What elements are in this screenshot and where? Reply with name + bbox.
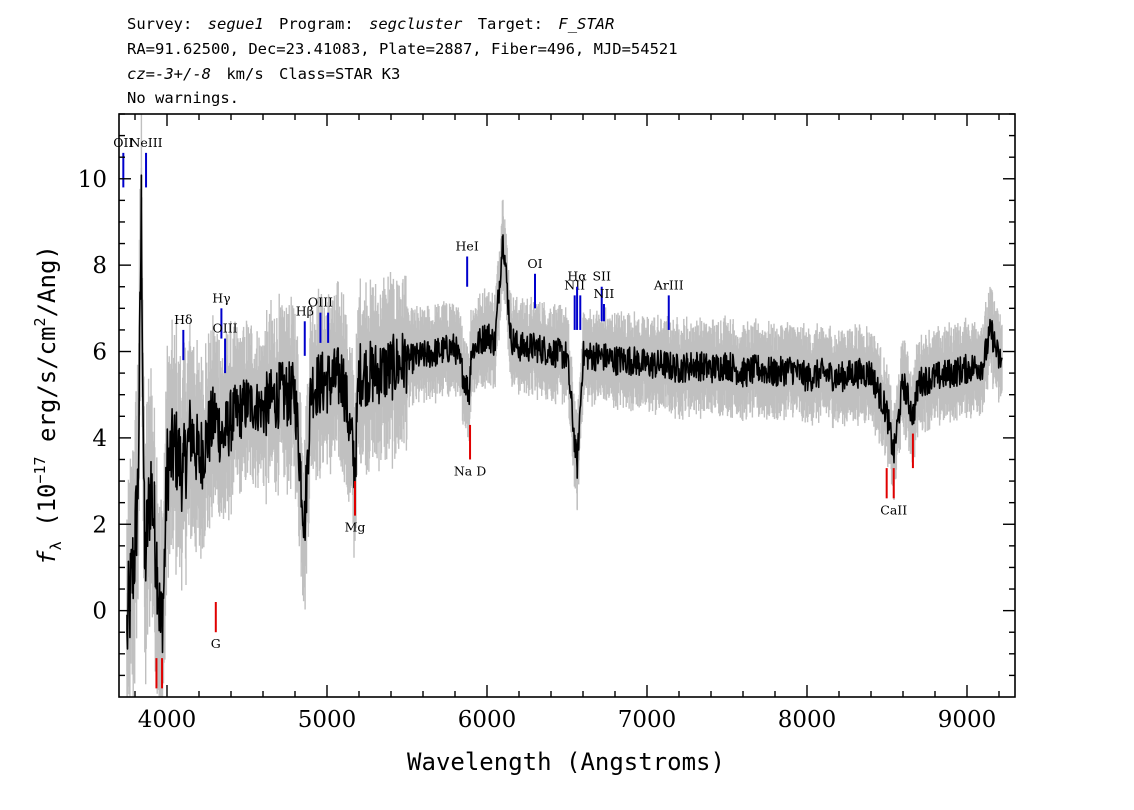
y-axis-title: fλ (10−17 erg/s/cm2/Ang) [31, 245, 65, 565]
absorption-line-label: Mg [345, 520, 366, 535]
x-tick-label: 7000 [618, 707, 677, 733]
cz-label: cz [127, 65, 146, 83]
spectrum-line [126, 174, 1003, 654]
header: Survey: segue1 Program: segcluster Targe… [127, 15, 678, 107]
y-axis-title-exp: −17 [31, 456, 49, 483]
plot-frame [118, 113, 1016, 698]
target-value: F_STAR [558, 15, 614, 33]
program-label: Program: [279, 15, 354, 33]
emission-line-label: Hγ [212, 290, 230, 305]
emission-line-label: SII [592, 269, 611, 284]
x-tick-label: 4000 [138, 707, 197, 733]
header-line-1: Survey: segue1 Program: segcluster Targe… [127, 15, 614, 33]
y-axis-title-subscript: λ [47, 541, 65, 550]
emission-line-label: OIII [308, 295, 333, 310]
y-tick-label: 0 [92, 599, 107, 625]
y-tick-label: 2 [92, 512, 107, 538]
absorption-line-label: G [211, 636, 221, 651]
plot-axes [118, 113, 1016, 698]
program-value: segcluster [369, 15, 463, 33]
emission-line-label: NeIII [129, 135, 162, 150]
absorption-line-label: Na D [454, 463, 486, 478]
x-tick-label: 9000 [938, 707, 997, 733]
emission-line-label: OIII [213, 321, 238, 336]
x-tick-label: 6000 [458, 707, 517, 733]
header-line-3: cz=-3+/-8 km/s Class=STAR K3 [127, 65, 400, 83]
y-axis-title-pre: (10 [33, 484, 61, 542]
axis-ticks: 4000 5000 6000 7000 8000 9000 0 2 4 6 8 10 [78, 113, 1015, 733]
header-line-4: No warnings. [127, 89, 239, 107]
y-axis-title-mid: erg/s/cm [33, 326, 61, 456]
class-text: Class=STAR K3 [279, 65, 400, 83]
absorption-line-label: CaII [880, 502, 907, 517]
cz-unit: km/s [226, 65, 263, 83]
y-tick-label: 10 [78, 167, 107, 193]
y-axis-title-prefix: f [33, 550, 61, 565]
x-axis-title: Wavelength (Angstroms) [407, 748, 725, 776]
y-axis-title-post: /Ang) [33, 245, 61, 317]
x-tick-label: 5000 [298, 707, 357, 733]
y-tick-label: 8 [92, 253, 107, 279]
y-axis-title-exp2: 2 [31, 317, 49, 326]
emission-line-label: HeI [456, 239, 479, 254]
y-tick-label: 4 [92, 426, 107, 452]
emission-line-label: OI [527, 256, 542, 271]
x-tick-label: 8000 [778, 707, 837, 733]
survey-label: Survey: [127, 15, 192, 33]
target-label: Target: [478, 15, 543, 33]
header-line-2: RA=91.62500, Dec=23.41083, Plate=2887, F… [127, 40, 678, 58]
emission-line-label: Hβ [296, 303, 314, 318]
spectrum [126, 174, 1003, 654]
emission-line-label: NII [594, 286, 615, 301]
emission-line-label: Hδ [174, 312, 192, 327]
cz-value: =-3+/-8 [146, 65, 211, 83]
survey-value: segue1 [208, 15, 264, 33]
y-tick-label: 6 [92, 340, 107, 366]
absorption-line-markers: G Mg Na D CaII [155, 424, 914, 689]
emission-line-label: NII [564, 277, 585, 292]
emission-line-label: ArIII [653, 277, 684, 292]
emission-line-label: Hα [567, 269, 587, 284]
